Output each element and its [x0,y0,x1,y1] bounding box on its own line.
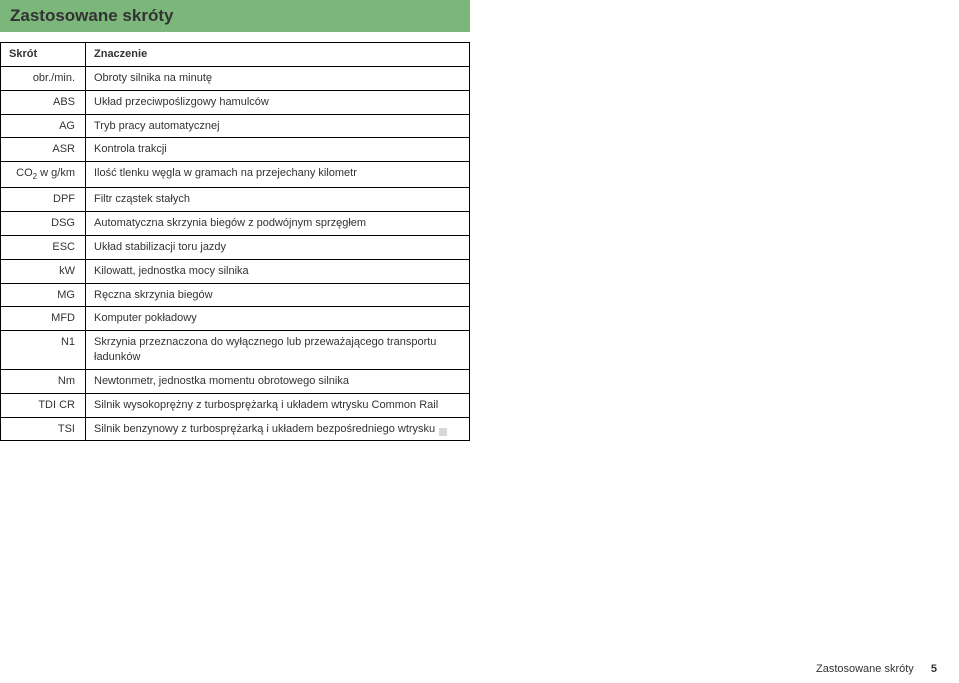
meaning-cell: Układ przeciwpoślizgowy hamulców [86,90,470,114]
meaning-cell: Automatyczna skrzynia biegów z podwójnym… [86,212,470,236]
meaning-cell: Silnik wysokoprężny z turbosprężarką i u… [86,393,470,417]
end-square-icon [439,428,447,436]
meaning-cell: Układ stabilizacji toru jazdy [86,235,470,259]
meaning-cell: Silnik benzynowy z turbosprężarką i ukła… [86,417,470,441]
meaning-cell: Ilość tlenku węgla w gramach na przejech… [86,162,470,188]
meaning-cell: Obroty silnika na minutę [86,66,470,90]
abbr-cell: obr./min. [1,66,86,90]
footer-page-number: 5 [931,663,937,675]
abbr-cell: TDI CR [1,393,86,417]
table-row: DSGAutomatyczna skrzynia biegów z podwój… [1,212,470,236]
table-row: TDI CRSilnik wysokoprężny z turbosprężar… [1,393,470,417]
abbr-cell: DSG [1,212,86,236]
meaning-cell: Skrzynia przeznaczona do wyłącznego lub … [86,331,470,370]
table-row: AGTryb pracy automatycznej [1,114,470,138]
table-row: MGRęczna skrzynia biegów [1,283,470,307]
page-footer: Zastosowane skróty 5 [816,663,937,675]
section-header: Zastosowane skróty [0,0,470,32]
abbreviations-table: Skrót Znaczenie obr./min.Obroty silnika … [0,42,470,441]
table-header-abbr: Skrót [1,43,86,67]
meaning-cell: Filtr cząstek stałych [86,188,470,212]
abbr-cell: ESC [1,235,86,259]
table-row: TSISilnik benzynowy z turbosprężarką i u… [1,417,470,441]
table-body: obr./min.Obroty silnika na minutęABSUkła… [1,66,470,441]
table-row: kWKilowatt, jednostka mocy silnika [1,259,470,283]
meaning-cell: Kilowatt, jednostka mocy silnika [86,259,470,283]
abbr-cell: Nm [1,369,86,393]
table-row: DPFFiltr cząstek stałych [1,188,470,212]
abbr-cell: MG [1,283,86,307]
meaning-cell: Newtonmetr, jednostka momentu obrotowego… [86,369,470,393]
abbr-cell: AG [1,114,86,138]
meaning-cell: Tryb pracy automatycznej [86,114,470,138]
abbr-cell: CO2 w g/km [1,162,86,188]
meaning-cell: Kontrola trakcji [86,138,470,162]
footer-label: Zastosowane skróty [816,663,914,675]
table-row: CO2 w g/kmIlość tlenku węgla w gramach n… [1,162,470,188]
abbr-cell: TSI [1,417,86,441]
section-title: Zastosowane skróty [10,6,173,25]
abbr-cell: kW [1,259,86,283]
table-row: NmNewtonmetr, jednostka momentu obrotowe… [1,369,470,393]
table-header-meaning: Znaczenie [86,43,470,67]
meaning-cell: Ręczna skrzynia biegów [86,283,470,307]
abbr-cell: N1 [1,331,86,370]
table-row: obr./min.Obroty silnika na minutę [1,66,470,90]
table-row: ABSUkład przeciwpoślizgowy hamulców [1,90,470,114]
abbr-cell: MFD [1,307,86,331]
table-row: MFDKomputer pokładowy [1,307,470,331]
table-row: ESCUkład stabilizacji toru jazdy [1,235,470,259]
table-row: ASRKontrola trakcji [1,138,470,162]
abbr-cell: ASR [1,138,86,162]
meaning-cell: Komputer pokładowy [86,307,470,331]
table-row: N1Skrzynia przeznaczona do wyłącznego lu… [1,331,470,370]
abbr-cell: DPF [1,188,86,212]
abbr-cell: ABS [1,90,86,114]
